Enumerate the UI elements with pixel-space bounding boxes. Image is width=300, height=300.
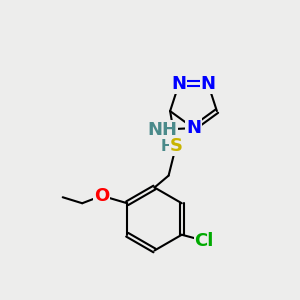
Text: N: N [200,75,215,93]
Text: N: N [186,119,201,137]
Text: NH: NH [147,121,177,139]
Text: O: O [94,187,109,205]
Text: N: N [172,75,187,93]
Text: S: S [169,136,183,154]
Text: Cl: Cl [195,232,214,250]
Text: H: H [160,139,173,154]
